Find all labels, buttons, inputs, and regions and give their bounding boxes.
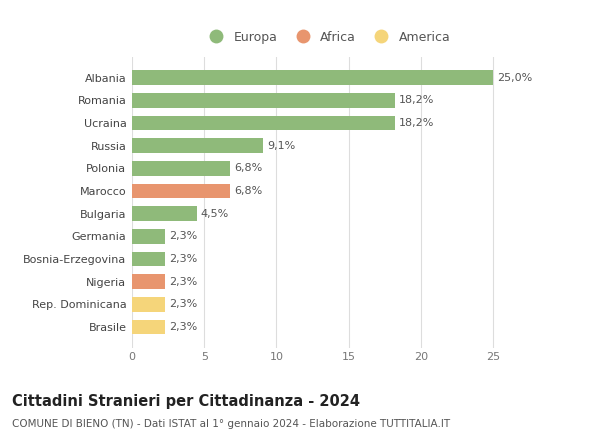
Bar xyxy=(132,252,165,266)
Bar xyxy=(132,275,165,289)
Bar xyxy=(132,297,165,312)
Text: 2,3%: 2,3% xyxy=(169,231,197,242)
Bar xyxy=(132,116,395,130)
Bar xyxy=(132,139,263,153)
Text: 25,0%: 25,0% xyxy=(497,73,532,83)
Bar xyxy=(132,70,493,85)
Bar xyxy=(132,161,230,176)
Text: COMUNE DI BIENO (TN) - Dati ISTAT al 1° gennaio 2024 - Elaborazione TUTTITALIA.I: COMUNE DI BIENO (TN) - Dati ISTAT al 1° … xyxy=(12,419,450,429)
Text: 2,3%: 2,3% xyxy=(169,322,197,332)
Legend: Europa, Africa, America: Europa, Africa, America xyxy=(199,26,455,49)
Text: 9,1%: 9,1% xyxy=(267,141,295,151)
Bar xyxy=(132,93,395,108)
Text: 18,2%: 18,2% xyxy=(398,118,434,128)
Text: 6,8%: 6,8% xyxy=(234,186,262,196)
Bar xyxy=(132,320,165,334)
Bar xyxy=(132,184,230,198)
Text: 18,2%: 18,2% xyxy=(398,95,434,106)
Text: 2,3%: 2,3% xyxy=(169,277,197,287)
Text: 2,3%: 2,3% xyxy=(169,299,197,309)
Text: 6,8%: 6,8% xyxy=(234,163,262,173)
Text: 4,5%: 4,5% xyxy=(200,209,229,219)
Text: Cittadini Stranieri per Cittadinanza - 2024: Cittadini Stranieri per Cittadinanza - 2… xyxy=(12,394,360,409)
Bar xyxy=(132,206,197,221)
Bar xyxy=(132,229,165,244)
Text: 2,3%: 2,3% xyxy=(169,254,197,264)
